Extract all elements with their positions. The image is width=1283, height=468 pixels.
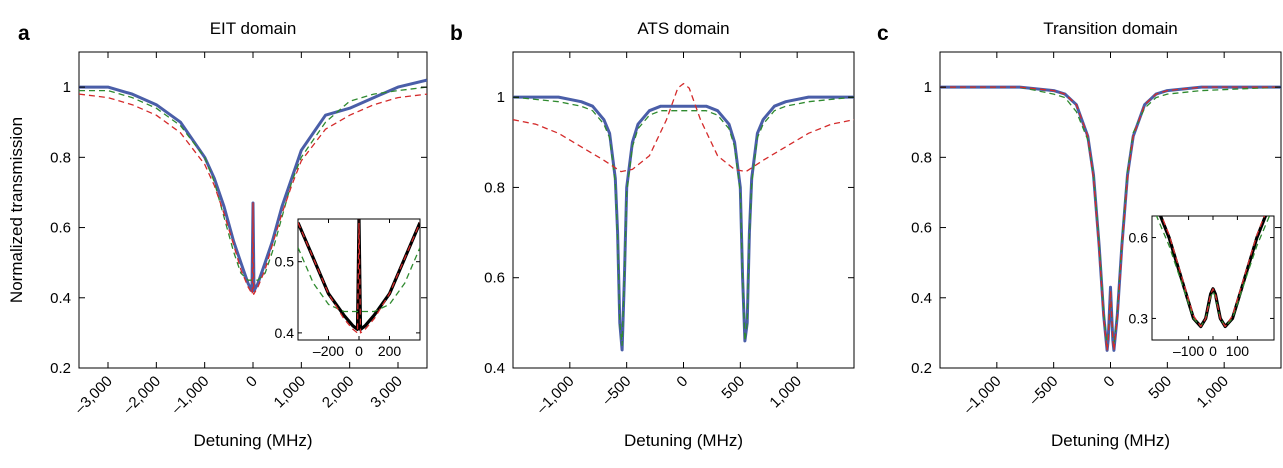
panel-a-inset-xtick-label: 0 xyxy=(355,343,363,359)
panel-b-ytick-label: 1 xyxy=(497,89,505,106)
panel-a-inset-ytick-label: 0.5 xyxy=(275,254,295,270)
panel-a-xtick-label: –2,000 xyxy=(120,373,164,417)
panel-a-xtick-label: 0 xyxy=(243,373,261,391)
panel-a-y-axis-label: Normalized transmission xyxy=(7,117,26,303)
panel-a-ytick-label: 0.6 xyxy=(50,220,71,237)
panel-c-ytick-label: 0.4 xyxy=(911,290,932,307)
panel-c-inset-ytick-label: 0.3 xyxy=(1129,310,1149,326)
panel-c-ytick-label: 0.6 xyxy=(911,220,932,237)
panel-b-ytick-label: 0.6 xyxy=(484,270,505,287)
panel-b-x-axis-label: Detuning (MHz) xyxy=(624,431,743,450)
panel-a-xtick-label: 1,000 xyxy=(271,373,310,412)
panel-a-xtick-label: 2,000 xyxy=(319,373,358,412)
panel-a-xtick-label: –3,000 xyxy=(71,373,115,417)
panel-b-ytick-label: 0.4 xyxy=(484,360,505,377)
panel-a-inset-series-group xyxy=(298,219,420,334)
panel-c-inset-series-group xyxy=(1155,216,1271,329)
panel-a-inset-series-fit-red xyxy=(298,219,420,334)
panel-c-inset-frame xyxy=(1151,215,1275,341)
panel-c-ytick-label: 0.2 xyxy=(911,360,932,377)
panel-a-ytick-label: 0.4 xyxy=(50,290,71,307)
panel-c-series-group xyxy=(940,85,1281,352)
panel-a-inset-xtick-label: 200 xyxy=(378,343,402,359)
panel-b-xtick-label: –1,000 xyxy=(533,373,577,417)
panel-c-xtick-label: 0 xyxy=(1100,373,1118,391)
panel-c-inset-series-fit-red xyxy=(1160,216,1266,328)
panel-a-label: a xyxy=(18,22,30,45)
panel-b-xtick-label: 1,000 xyxy=(766,373,805,412)
panel-c-inset-ytick-label: 0.6 xyxy=(1129,230,1149,246)
panel-b-label: b xyxy=(450,22,463,45)
panel-c-xtick-label: –1,000 xyxy=(960,373,1004,417)
panel-b-xtick-label: –500 xyxy=(599,373,635,409)
panel-c-x-axis-label: Detuning (MHz) xyxy=(1051,431,1170,450)
panel-b-title: ATS domain xyxy=(637,19,729,38)
panel-a-series-fit-green xyxy=(79,86,427,281)
panel-c-series-fit-red xyxy=(940,86,1281,352)
panel-a-series-group xyxy=(79,78,427,295)
panel-b-ytick-label: 0.8 xyxy=(484,179,505,196)
panel-a-inset-xtick-label: –200 xyxy=(313,343,344,359)
panel-a-xtick-label: –1,000 xyxy=(168,373,212,417)
panel-c-xtick-label: 500 xyxy=(1145,373,1175,403)
panel-b-series-fit-green xyxy=(513,96,854,347)
panel-c-xtick-label: 1,000 xyxy=(1193,373,1232,412)
panel-b-series-fit-red xyxy=(513,82,854,173)
panel-b-xtick-label: 500 xyxy=(718,373,748,403)
panel-c-xtick-label: –500 xyxy=(1026,373,1062,409)
panel-a-inset-ytick-label: 0.4 xyxy=(275,325,295,341)
panel-c-label: c xyxy=(877,22,889,45)
panel-c-inset-xtick-label: 0 xyxy=(1209,343,1217,359)
panel-c-inset-xtick-label: –100 xyxy=(1173,343,1204,359)
panel-a-ytick-label: 1 xyxy=(63,79,71,96)
panel-b-series-measured xyxy=(513,95,854,352)
panel-a-xtick-label: 3,000 xyxy=(367,373,406,412)
panel-a-title: EIT domain xyxy=(210,19,297,38)
panel-c-series-fit-green xyxy=(940,86,1281,348)
panel-a-series-fit-red xyxy=(79,93,427,295)
panel-c-ytick-label: 0.8 xyxy=(911,149,932,166)
panel-a-ytick-label: 0.8 xyxy=(50,149,71,166)
panel-c-ytick-label: 1 xyxy=(924,79,932,96)
panel-a-x-axis-label: Detuning (MHz) xyxy=(193,431,312,450)
panel-b-series-group xyxy=(513,82,854,352)
panel-c-inset-xtick-label: 100 xyxy=(1226,343,1250,359)
panel-c-title: Transition domain xyxy=(1043,19,1178,38)
panel-b-xtick-label: 0 xyxy=(673,373,691,391)
panel-a-ytick-label: 0.2 xyxy=(50,360,71,377)
panel-b-plot-frame xyxy=(512,51,855,369)
